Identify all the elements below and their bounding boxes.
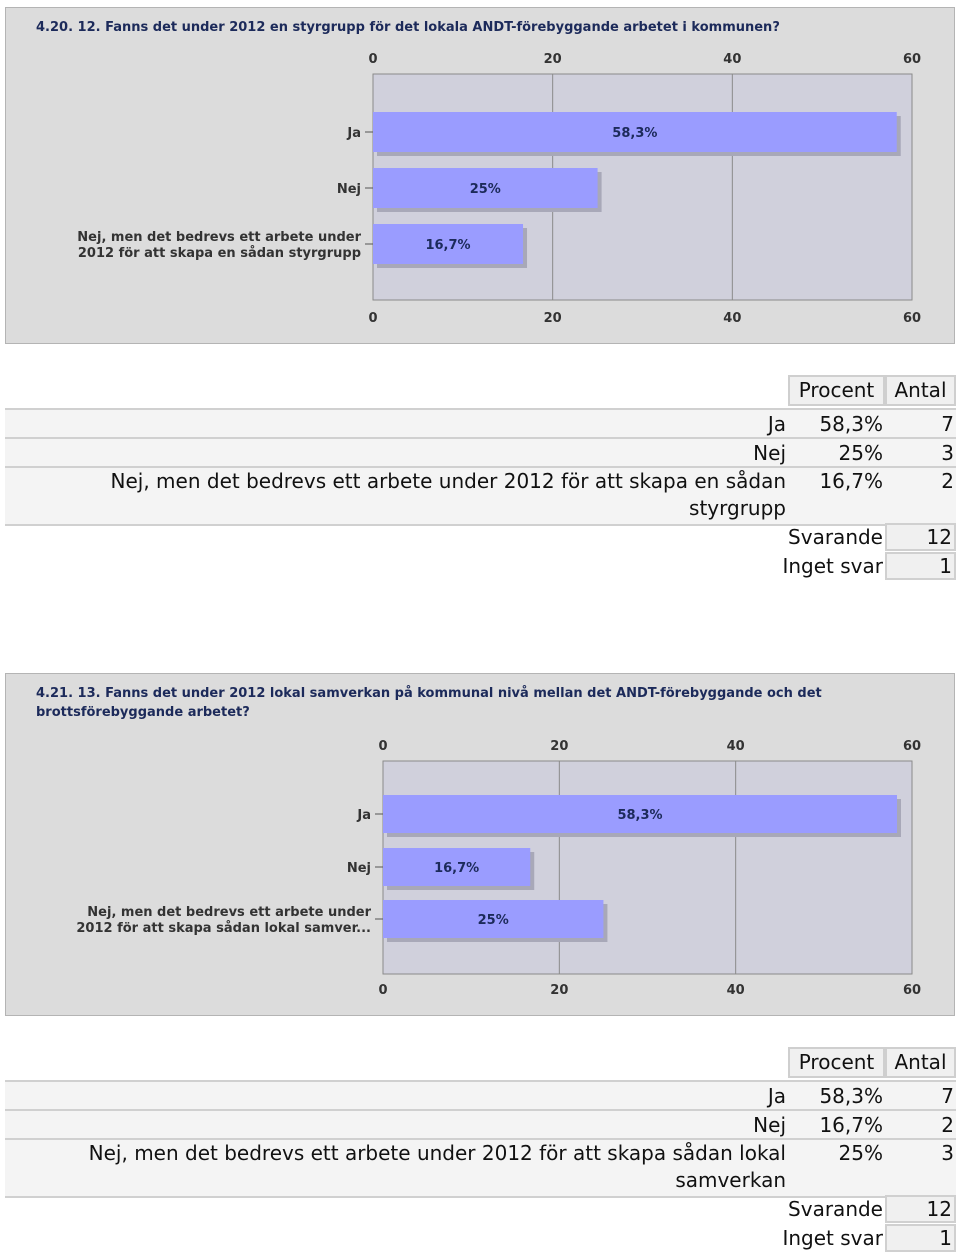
header-procent: Procent bbox=[788, 375, 885, 406]
bar-value-label: 25% bbox=[470, 182, 501, 197]
bar bbox=[373, 168, 598, 208]
summary-label: Inget svar bbox=[782, 1226, 883, 1250]
row-percent: 25% bbox=[838, 1141, 883, 1165]
row-percent: 16,7% bbox=[819, 469, 883, 493]
row-label: Ja bbox=[767, 1084, 786, 1108]
tick-label-bottom: 40 bbox=[723, 311, 741, 326]
row-count: 2 bbox=[941, 1113, 954, 1137]
row-label: Nej bbox=[753, 441, 786, 465]
summary-value: 12 bbox=[885, 523, 956, 551]
category-label: Nej bbox=[347, 861, 371, 876]
bar bbox=[383, 848, 531, 886]
tick-label-top: 40 bbox=[727, 739, 745, 754]
category-label: Ja bbox=[346, 126, 361, 141]
tick-label-bottom: 60 bbox=[903, 311, 921, 326]
chart-1-svg: 0 0 20 20 40 40 60 60 58,3% Ja 25% Nej 16,7% Nej, men… bbox=[77, 52, 921, 326]
summary-row: Inget svar 1 bbox=[5, 552, 956, 580]
bar-value-label: 16,7% bbox=[434, 861, 479, 876]
row-percent: 25% bbox=[838, 441, 883, 465]
row-count: 7 bbox=[941, 1084, 954, 1108]
chart-panel-2: 4.21. 13. Fanns det under 2012 lokal sam… bbox=[5, 673, 955, 1016]
summary-value: 12 bbox=[885, 1195, 956, 1223]
category-label: 2012 för att skapa en sådan styrgrupp bbox=[78, 246, 361, 261]
table-row: Ja 58,3% 7 bbox=[5, 408, 956, 440]
bar-value-label: 58,3% bbox=[612, 126, 657, 141]
bar bbox=[383, 795, 898, 833]
chart-title-2-line-1: 4.21. 13. Fanns det under 2012 lokal sam… bbox=[36, 686, 822, 701]
chart-title-2-line-2: brottsförebyggande arbetet? bbox=[36, 705, 250, 720]
row-percent: 16,7% bbox=[819, 1113, 883, 1137]
row-label: Nej, men det bedrevs ett arbete under 20… bbox=[5, 468, 788, 522]
tick-label-bottom: 0 bbox=[368, 311, 377, 326]
tick-label-top: 0 bbox=[368, 52, 377, 67]
row-percent: 58,3% bbox=[819, 1084, 883, 1108]
table-row: Nej 25% 3 bbox=[5, 437, 956, 469]
category-label: Nej bbox=[337, 182, 361, 197]
row-count: 3 bbox=[941, 1141, 954, 1165]
chart-panel-1: 4.20. 12. Fanns det under 2012 en styrgr… bbox=[5, 7, 955, 344]
row-label-line-2: styrgrupp bbox=[689, 496, 786, 520]
table-row: Ja 58,3% 7 bbox=[5, 1080, 956, 1112]
header-antal: Antal bbox=[885, 375, 956, 406]
tick-label-bottom: 20 bbox=[550, 983, 568, 998]
row-label-line-2: samverkan bbox=[675, 1168, 786, 1192]
bar bbox=[383, 900, 604, 938]
tick-label-bottom: 20 bbox=[544, 311, 562, 326]
row-label-line-1: Nej, men det bedrevs ett arbete under 20… bbox=[110, 469, 786, 493]
tick-label-top: 40 bbox=[723, 52, 741, 67]
table-row: Nej, men det bedrevs ett arbete under 20… bbox=[5, 466, 956, 526]
summary-label: Inget svar bbox=[782, 554, 883, 578]
row-count: 2 bbox=[941, 469, 954, 493]
category-label: Nej, men det bedrevs ett arbete under bbox=[77, 230, 361, 245]
category-label: Ja bbox=[356, 808, 371, 823]
chart-title-1: 4.20. 12. Fanns det under 2012 en styrgr… bbox=[36, 20, 780, 35]
category-label: 2012 för att skapa sådan lokal samver... bbox=[76, 921, 371, 936]
bar-value-label: 25% bbox=[478, 913, 509, 928]
summary-value: 1 bbox=[885, 552, 956, 580]
summary-label: Svarande bbox=[788, 1197, 883, 1221]
row-label: Nej, men det bedrevs ett arbete under 20… bbox=[5, 1140, 788, 1194]
header-antal: Antal bbox=[885, 1047, 956, 1078]
row-count: 3 bbox=[941, 441, 954, 465]
row-label: Nej bbox=[753, 1113, 786, 1137]
bar-value-label: 58,3% bbox=[617, 808, 662, 823]
tick-label-top: 60 bbox=[903, 739, 921, 754]
results-table-2: Procent Antal Ja 58,3% 7 Nej 16,7% 2 Nej… bbox=[5, 1047, 956, 1257]
bar-value-label: 16,7% bbox=[425, 238, 470, 253]
tick-label-bottom: 0 bbox=[378, 983, 387, 998]
row-label: Ja bbox=[767, 412, 786, 436]
header-procent: Procent bbox=[788, 1047, 885, 1078]
summary-value: 1 bbox=[885, 1224, 956, 1252]
summary-row: Inget svar 1 bbox=[5, 1224, 956, 1252]
summary-row: Svarande 12 bbox=[5, 523, 956, 551]
row-percent: 58,3% bbox=[819, 412, 883, 436]
tick-label-bottom: 40 bbox=[727, 983, 745, 998]
bar bbox=[373, 224, 524, 264]
summary-label: Svarande bbox=[788, 525, 883, 549]
chart-title-2: 4.21. 13. Fanns det under 2012 lokal sam… bbox=[36, 684, 916, 722]
tick-label-top: 20 bbox=[544, 52, 562, 67]
tick-label-bottom: 60 bbox=[903, 983, 921, 998]
tick-label-top: 60 bbox=[903, 52, 921, 67]
table-row: Nej, men det bedrevs ett arbete under 20… bbox=[5, 1138, 956, 1198]
category-label: Nej, men det bedrevs ett arbete under bbox=[87, 905, 371, 920]
row-label-line-1: Nej, men det bedrevs ett arbete under 20… bbox=[88, 1141, 786, 1165]
summary-row: Svarande 12 bbox=[5, 1195, 956, 1223]
tick-label-top: 20 bbox=[550, 739, 568, 754]
row-count: 7 bbox=[941, 412, 954, 436]
chart-2-svg: 0 0 20 20 40 40 60 60 58,3% Ja 16,7% Nej 25% Nej, men… bbox=[76, 739, 921, 998]
results-table-1: Procent Antal Ja 58,3% 7 Nej 25% 3 Nej, … bbox=[5, 375, 956, 585]
table-row: Nej 16,7% 2 bbox=[5, 1109, 956, 1141]
tick-label-top: 0 bbox=[378, 739, 387, 754]
bar bbox=[373, 112, 897, 152]
